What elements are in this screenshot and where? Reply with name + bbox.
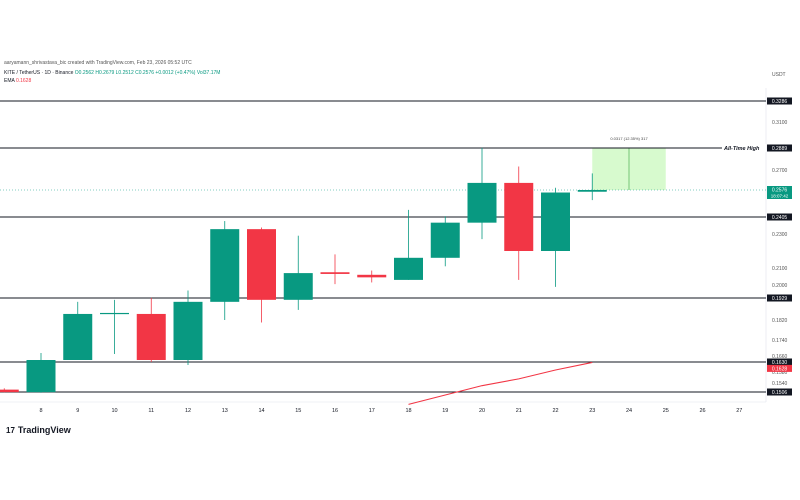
y-tick-label: 0.1540: [772, 381, 788, 387]
tradingview-logo: 17 TradingView: [6, 425, 71, 435]
y-tick-label: 0.3100: [772, 120, 788, 126]
y-tick-label: 0.2000: [772, 283, 788, 289]
y-tick-label: 0.1660: [772, 354, 788, 360]
candle-body: [26, 360, 56, 393]
x-tick-label: 17: [369, 408, 375, 414]
x-tick-label: 13: [222, 408, 228, 414]
x-tick-label: 22: [552, 408, 558, 414]
ohlc-values: O0.2562 H0.2679 L0.2512 C0.2576 +0.0012 …: [74, 70, 221, 76]
level-tag-label: 0.3286: [772, 99, 788, 105]
current-price-tag: [767, 186, 792, 199]
y-tick-label: 0.2100: [772, 266, 788, 272]
level-tag: [767, 388, 792, 396]
chart-creator-line: aaryamann_shrivastava_bic created with T…: [4, 60, 192, 66]
candle-body: [100, 312, 129, 315]
x-tick-label: 10: [111, 408, 117, 414]
candle-body: [430, 222, 460, 258]
x-tick-label: 9: [76, 408, 79, 414]
x-tick-label: 27: [736, 408, 742, 414]
ema-price-tag: [767, 364, 792, 372]
x-tick-label: 14: [258, 408, 264, 414]
y-tick-label: 0.1740: [772, 338, 788, 344]
level-annotation: All-Time High: [723, 146, 760, 152]
tradingview-logo-icon: 17: [6, 426, 15, 435]
candle-body: [394, 257, 423, 280]
x-tick-label: 26: [699, 408, 705, 414]
x-tick-label: 24: [626, 408, 632, 414]
ema-price-label: 0.1628: [772, 366, 788, 372]
candle-body: [247, 229, 276, 300]
y-tick-label: 0.2300: [772, 232, 788, 238]
level-tag: [767, 97, 792, 105]
tradingview-logo-text: TradingView: [17, 425, 71, 435]
level-tag: [767, 144, 792, 152]
candle-body: [0, 389, 19, 393]
y-tick-label: 0.1820: [772, 318, 788, 324]
x-tick-label: 21: [516, 408, 522, 414]
level-tag-label: 0.1506: [772, 390, 788, 396]
symbol-name: KITE / TetherUS · 1D · Binance: [4, 70, 74, 76]
level-tag: [767, 358, 792, 366]
x-tick-label: 20: [479, 408, 485, 414]
candle-body: [541, 192, 570, 251]
candle-body: [467, 182, 497, 223]
level-tag: [767, 213, 792, 221]
candle-body: [283, 273, 313, 300]
current-price-label: 0.2576: [772, 188, 788, 194]
level-tag-label: 0.2405: [772, 215, 788, 221]
candle-body: [63, 313, 93, 360]
symbol-legend: KITE / TetherUS · 1D · Binance O0.2562 H…: [4, 70, 220, 76]
y-tick-label: 0.2700: [772, 168, 788, 174]
x-tick-label: 25: [663, 408, 669, 414]
price-range-label: 0.0317 (12.35%) 317: [610, 136, 648, 141]
candle-body: [577, 190, 607, 192]
candle-body: [210, 229, 240, 302]
ema-legend-value: 0.1628: [15, 78, 32, 84]
y-tick-label: 0.1580: [772, 370, 788, 376]
x-tick-label: 11: [148, 408, 154, 414]
x-tick-label: 12: [185, 408, 191, 414]
bar-countdown: 18:07:42: [771, 194, 789, 199]
level-tag-label: 0.1929: [772, 296, 788, 302]
x-tick-label: 23: [589, 408, 595, 414]
x-tick-label: 18: [405, 408, 411, 414]
candle-body: [136, 313, 166, 360]
currency-label: USDT: [772, 72, 786, 78]
level-tag: [767, 294, 792, 302]
candle-body: [173, 301, 203, 360]
level-annotation-bg: [722, 144, 766, 152]
candle-body: [320, 272, 350, 274]
candle-body: [504, 182, 534, 251]
x-tick-label: 16: [332, 408, 338, 414]
level-tag-label: 0.1630: [772, 360, 788, 366]
level-tag-label: 0.2889: [772, 146, 788, 152]
ema-label: EMA: [4, 78, 15, 84]
candle-body: [357, 274, 387, 278]
x-tick-label: 15: [295, 408, 301, 414]
ema-legend: EMA 0.1628: [4, 78, 31, 84]
x-tick-label: 19: [442, 408, 448, 414]
x-tick-label: 8: [39, 408, 42, 414]
ema-line: [408, 361, 593, 405]
